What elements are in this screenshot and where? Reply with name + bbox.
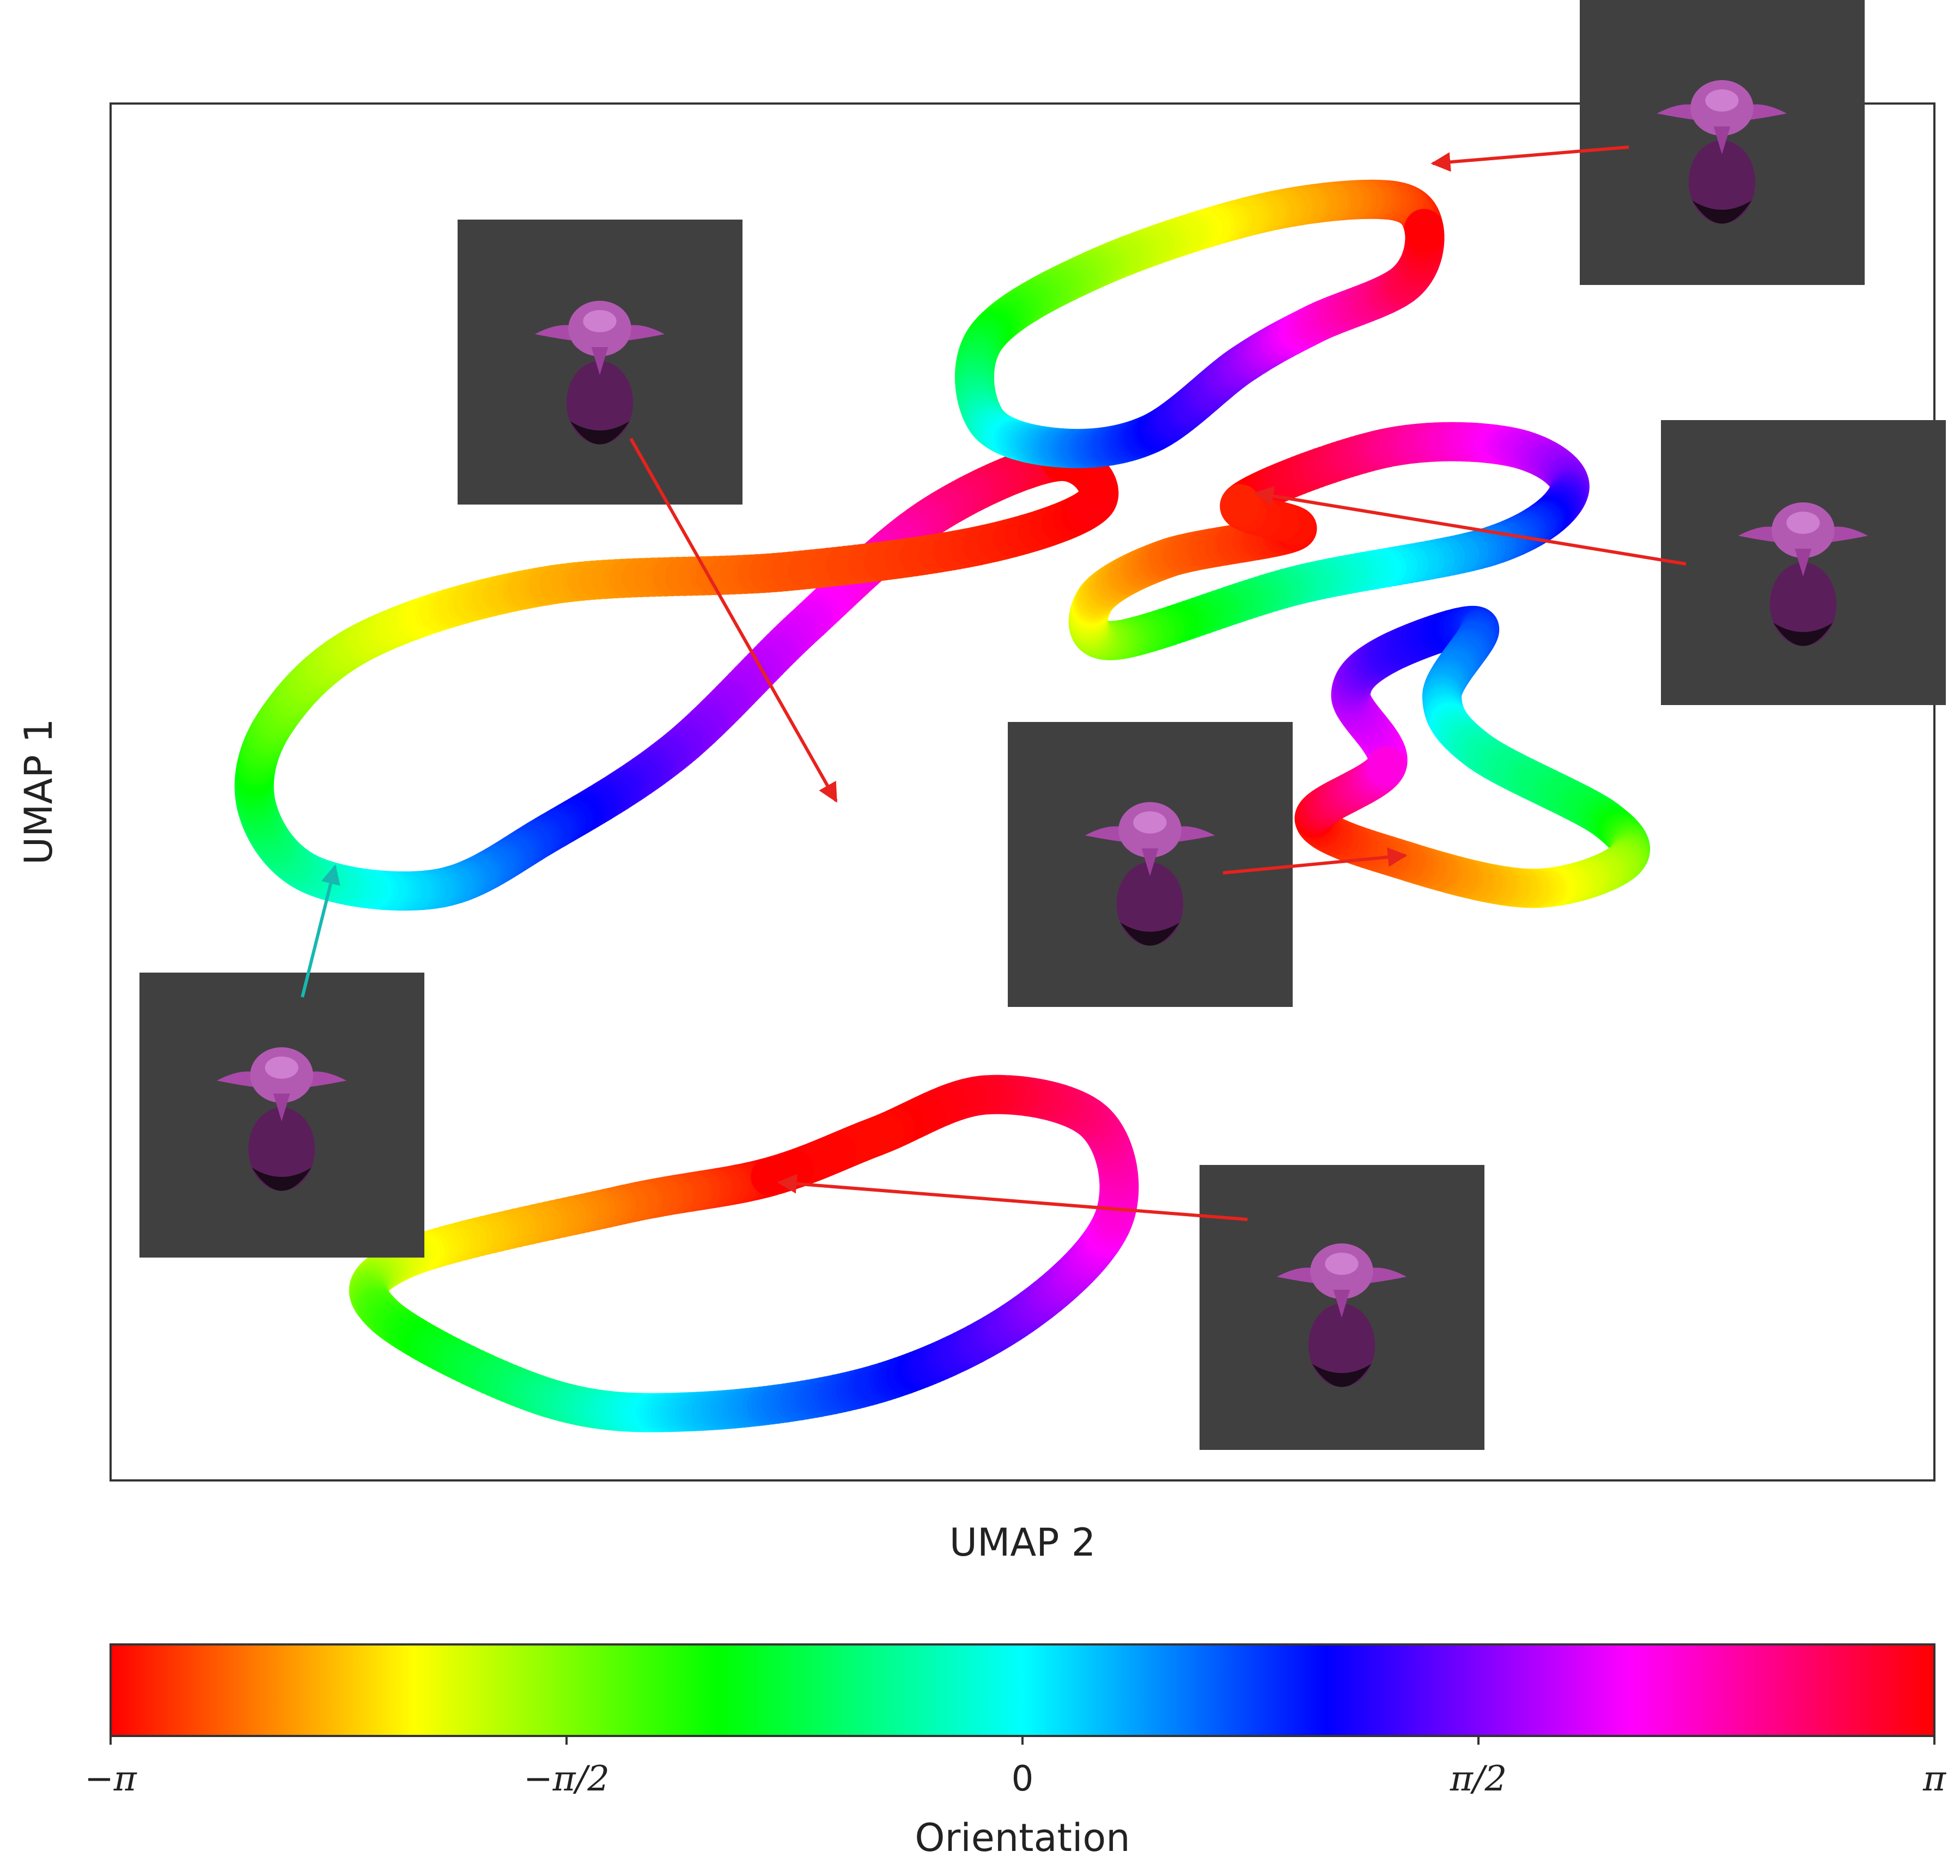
colorbar-label: Orientation [915, 1816, 1130, 1860]
trajectory-loops [234, 179, 1650, 1432]
loop-2-point [1404, 209, 1444, 248]
loop-3 [1068, 422, 1590, 660]
loop-4-point [1367, 746, 1407, 786]
arrow-top-right [1431, 145, 1629, 172]
colorbar-tick-label: −π [84, 1759, 137, 1799]
annotation-arrows [301, 145, 1687, 1221]
loop-2 [954, 179, 1445, 469]
colorbar-ticks: −π −π/2 0 π/2 π [84, 1736, 1946, 1799]
arrow-top-center [629, 438, 838, 803]
loop-3-point [1221, 484, 1260, 524]
render-inset-left [139, 973, 424, 1258]
loop-5 [349, 1074, 1139, 1432]
colorbar-tick-label: 0 [1012, 1759, 1034, 1799]
arrow-right [1253, 486, 1687, 566]
arrow-bottom [777, 1174, 1248, 1221]
render-inset-top-center [458, 220, 742, 505]
colorbar [109, 1643, 1935, 1737]
x-axis-label: UMAP 2 [949, 1520, 1096, 1565]
render-inset-right [1661, 420, 1946, 705]
render-inset-center [1008, 722, 1293, 1007]
loop-1 [234, 441, 1119, 911]
arrow-center [1222, 847, 1408, 875]
colorbar-tick-label: π/2 [1450, 1759, 1507, 1799]
colorbar-tick-label: −π/2 [524, 1759, 610, 1799]
render-inset-bottom [1200, 1165, 1484, 1450]
loop-5-point [751, 1157, 790, 1197]
loop-4 [1294, 605, 1650, 908]
colorbar-tick-label: π [1922, 1759, 1946, 1799]
arrow-left [301, 864, 340, 998]
y-axis-label: UMAP 1 [16, 719, 61, 865]
render-inset-top-right [1580, 0, 1865, 285]
